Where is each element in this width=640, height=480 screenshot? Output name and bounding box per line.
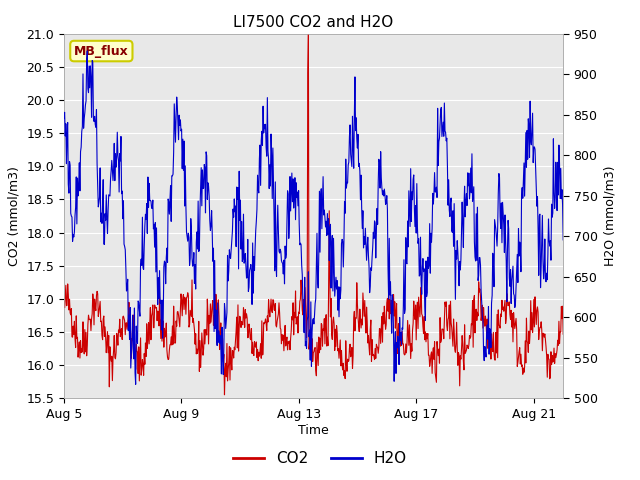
Y-axis label: H2O (mmol/m3): H2O (mmol/m3) <box>603 166 616 266</box>
X-axis label: Time: Time <box>298 424 329 437</box>
Legend: CO2, H2O: CO2, H2O <box>227 445 413 472</box>
Y-axis label: CO2 (mmol/m3): CO2 (mmol/m3) <box>8 166 21 266</box>
Title: LI7500 CO2 and H2O: LI7500 CO2 and H2O <box>234 15 394 30</box>
Text: MB_flux: MB_flux <box>74 45 129 58</box>
